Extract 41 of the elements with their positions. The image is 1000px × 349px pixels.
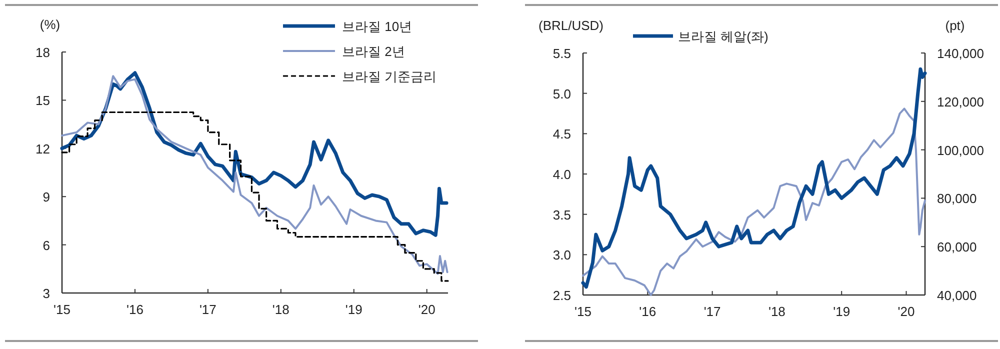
y-axis-title: (BRL/USD) [538,18,604,33]
y-tick-label: 18 [36,45,50,60]
y-tick-label: 4.0 [552,167,571,182]
y2-tick-label: 140,000 [937,46,984,61]
y-tick-label: 4.5 [552,126,571,142]
x-tick-label: '17 [199,302,216,317]
x-tick-label: '15 [574,304,592,319]
y2-axis-title: (pt) [945,18,965,33]
y-tick-label: 9 [42,190,50,205]
y-tick-label: 5.0 [552,86,571,102]
legend: 브라질 헤알(좌) [633,29,768,44]
x-tick-label: '15 [54,302,70,317]
x-tick-label: '19 [345,302,362,317]
y-tick-label: 12 [36,141,50,156]
x-tick-label: '20 [418,302,436,317]
y-tick-label: 6 [42,238,50,253]
y2-tick-label: 60,000 [937,240,977,255]
x-tick-label: '19 [833,304,850,319]
y-tick-label: 5.5 [552,46,571,61]
y-tick-label: 15 [36,93,50,108]
y2-tick-label: 120,000 [937,94,984,110]
legend-label: 브라질 기준금리 [342,69,437,84]
x-tick-label: '20 [898,304,915,319]
y-tick-label: 3 [42,286,50,301]
y-axis-title: (%) [40,17,60,32]
legend-label: 브라질 2년 [342,44,405,59]
y2-tick-label: 100,000 [937,142,984,158]
y-tick-label: 2.5 [552,288,571,303]
line-series [60,71,448,237]
x-tick-label: '16 [126,302,144,317]
x-tick-label: '18 [768,304,786,319]
x-tick-label: '18 [272,302,290,317]
y2-tick-label: 80,000 [937,191,977,206]
legend-label: 브라질 헤알(좌) [678,29,768,44]
x-tick-label: '16 [639,304,656,319]
line-series [581,67,927,289]
y-tick-label: 3.0 [552,248,571,263]
legend-label: 브라질 10년 [342,19,412,34]
y2-tick-label: 40,000 [937,288,977,303]
y-tick-label: 3.5 [552,207,571,222]
x-tick-label: '17 [704,304,721,319]
